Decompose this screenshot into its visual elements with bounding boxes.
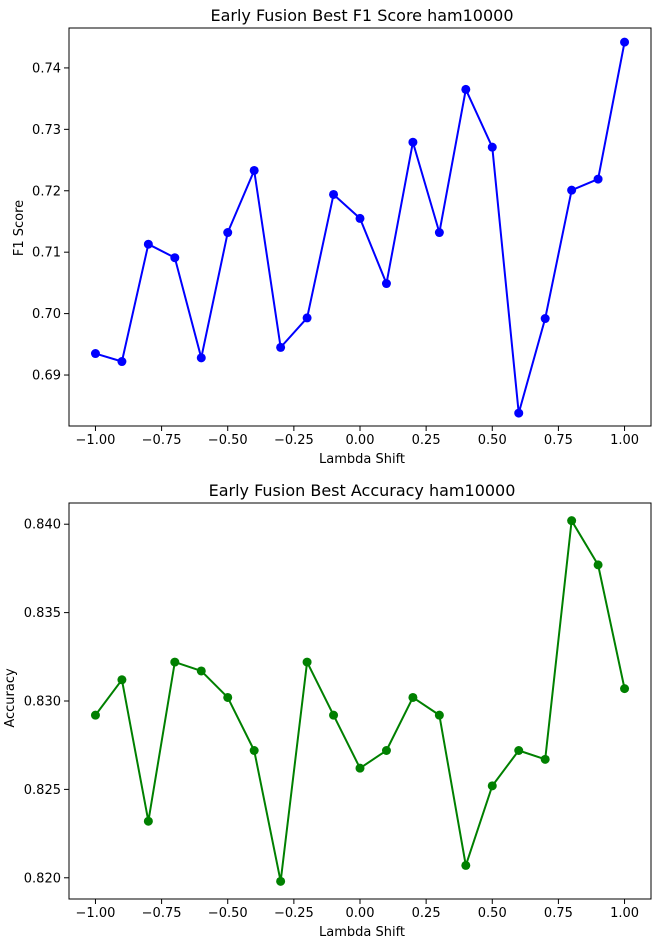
f1-data-point bbox=[302, 313, 312, 323]
f1-chart-title: Early Fusion Best F1 Score ham10000 bbox=[210, 6, 513, 25]
accuracy-data-point bbox=[329, 710, 339, 720]
accuracy-data-point bbox=[461, 860, 471, 870]
accuracy-data-point bbox=[249, 746, 259, 755]
f1-chart-ylabel: F1 Score bbox=[12, 200, 27, 256]
f1-data-point bbox=[196, 353, 206, 363]
accuracy-data-point bbox=[381, 746, 391, 755]
accuracy-series-line bbox=[94, 519, 626, 883]
f1-xtick-label: 0.50 bbox=[478, 433, 507, 448]
f1-xtick-label: −1.00 bbox=[76, 433, 116, 448]
accuracy-xtick-label: −0.50 bbox=[208, 906, 248, 921]
accuracy-xtick-label: −1.00 bbox=[76, 906, 116, 921]
accuracy-ytick-label: 0.835 bbox=[24, 606, 61, 621]
accuracy-data-point bbox=[276, 876, 286, 886]
f1-data-point bbox=[223, 228, 233, 238]
f1-data-point bbox=[593, 174, 603, 184]
accuracy-data-point bbox=[540, 754, 550, 764]
accuracy-data-point bbox=[302, 657, 312, 667]
f1-ytick-label: 0.73 bbox=[32, 123, 61, 138]
f1-data-point bbox=[567, 185, 577, 195]
f1-ytick-label: 0.74 bbox=[32, 61, 61, 76]
accuracy-ytick-label: 0.840 bbox=[24, 518, 61, 533]
f1-data-point bbox=[355, 213, 365, 223]
f1-data-point bbox=[434, 228, 444, 238]
accuracy-chart: Early Fusion Best Accuracy ham10000 −1.0… bbox=[3, 481, 652, 940]
accuracy-xtick-label: 0.75 bbox=[544, 906, 573, 921]
f1-data-point bbox=[540, 314, 550, 324]
accuracy-axes-frame bbox=[68, 502, 652, 900]
f1-data-point bbox=[620, 37, 630, 47]
accuracy-data-point bbox=[90, 710, 100, 720]
f1-ytick-label: 0.70 bbox=[32, 307, 61, 322]
f1-data-point bbox=[408, 137, 418, 147]
accuracy-ytick-label: 0.830 bbox=[24, 695, 61, 710]
accuracy-data-point bbox=[196, 666, 206, 676]
accuracy-ytick-label: 0.820 bbox=[24, 871, 61, 886]
accuracy-data-point bbox=[143, 816, 153, 826]
accuracy-chart-title: Early Fusion Best Accuracy ham10000 bbox=[209, 481, 516, 500]
f1-chart-xlabel: Lambda Shift bbox=[319, 452, 405, 467]
f1-ytick-label: 0.69 bbox=[32, 369, 61, 384]
f1-chart-plot: −1.00 −0.75 −0.50 −0.25 0.00 0.25 0.50 0.75 1.00… bbox=[32, 27, 652, 448]
f1-ytick-label: 0.72 bbox=[32, 184, 61, 199]
f1-data-point bbox=[249, 165, 259, 175]
accuracy-data-point bbox=[223, 692, 233, 702]
accuracy-xtick-label: 0.25 bbox=[412, 906, 441, 921]
f1-data-point bbox=[381, 279, 391, 289]
f1-data-point bbox=[143, 239, 153, 249]
f1-data-point bbox=[276, 342, 286, 352]
accuracy-data-point bbox=[514, 746, 524, 755]
accuracy-data-point bbox=[170, 657, 180, 667]
f1-data-point bbox=[487, 142, 497, 152]
f1-xtick-label: −0.50 bbox=[208, 433, 248, 448]
f1-xtick-label: −0.25 bbox=[274, 433, 314, 448]
accuracy-chart-ylabel: Accuracy bbox=[3, 668, 18, 728]
accuracy-data-point bbox=[117, 675, 127, 685]
f1-data-point bbox=[514, 408, 524, 418]
accuracy-data-point bbox=[567, 516, 577, 526]
f1-data-point bbox=[90, 349, 100, 359]
accuracy-ytick-label: 0.825 bbox=[24, 783, 61, 798]
accuracy-data-point bbox=[593, 560, 603, 570]
f1-xtick-label: 1.00 bbox=[610, 433, 639, 448]
f1-data-point bbox=[329, 189, 339, 199]
f1-data-point bbox=[117, 357, 127, 367]
accuracy-data-point bbox=[355, 763, 365, 773]
accuracy-xtick-label: −0.75 bbox=[142, 906, 182, 921]
accuracy-data-point bbox=[620, 684, 630, 694]
f1-chart: Early Fusion Best F1 Score ham10000 −1.0… bbox=[12, 6, 652, 467]
accuracy-data-point bbox=[487, 781, 497, 791]
f1-series-line bbox=[95, 41, 626, 415]
f1-data-point bbox=[461, 84, 471, 94]
accuracy-xtick-label: 0.50 bbox=[478, 906, 507, 921]
f1-ytick-label: 0.71 bbox=[32, 246, 61, 261]
accuracy-xtick-label: −0.25 bbox=[274, 906, 314, 921]
f1-xtick-label: 0.00 bbox=[346, 433, 375, 448]
accuracy-xtick-label: 0.00 bbox=[346, 906, 375, 921]
accuracy-chart-plot: −1.00 −0.75 −0.50 −0.25 0.00 0.25 0.50 0.75 1.00… bbox=[24, 502, 652, 921]
accuracy-chart-xlabel: Lambda Shift bbox=[319, 925, 405, 940]
accuracy-xtick-label: 1.00 bbox=[610, 906, 639, 921]
f1-data-point bbox=[170, 253, 180, 263]
accuracy-data-point bbox=[434, 710, 444, 720]
accuracy-data-point bbox=[408, 692, 418, 702]
f1-xtick-label: −0.75 bbox=[142, 433, 182, 448]
f1-xtick-label: 0.75 bbox=[544, 433, 573, 448]
f1-xtick-label: 0.25 bbox=[412, 433, 441, 448]
